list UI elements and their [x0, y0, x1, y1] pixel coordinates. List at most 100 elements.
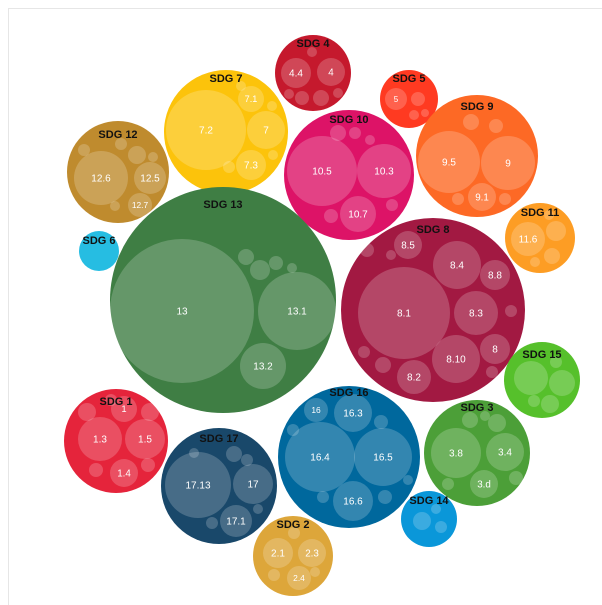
sdg-6-bubble[interactable] — [79, 231, 119, 271]
sdg-10-target-7-bubble[interactable] — [386, 199, 398, 211]
target-12-5-bubble[interactable] — [134, 162, 166, 194]
sdg-10-target-3-bubble[interactable] — [330, 125, 346, 141]
sdg-5-target-2-bubble[interactable] — [409, 110, 419, 120]
sdg-15-target-0-bubble[interactable] — [514, 361, 548, 395]
target-8-2-bubble[interactable] — [397, 360, 431, 394]
sdg-16-target-5-bubble[interactable] — [374, 415, 388, 429]
target-4-bubble[interactable] — [317, 58, 345, 86]
target-16-6-bubble[interactable] — [333, 481, 373, 521]
sdg-7-group[interactable]: 7.2 7.1 7 7.3 SDG 7 — [164, 70, 288, 194]
sdg-17-target-5-bubble[interactable] — [206, 517, 218, 529]
sdg-2-target-3-bubble[interactable] — [268, 569, 280, 581]
target-5-bubble[interactable] — [385, 88, 407, 110]
sdg-1-bubble[interactable] — [64, 389, 168, 493]
sdg-3-group[interactable]: 3.8 3.4 3.d SDG 3 — [424, 400, 530, 506]
sdg-16-target-7-bubble[interactable] — [287, 424, 299, 436]
sdg-4-target-3-bubble[interactable] — [295, 91, 309, 105]
sdg-13-target-4-bubble[interactable] — [238, 249, 254, 265]
sdg-9-target-6-bubble[interactable] — [499, 193, 511, 205]
target-13-bubble[interactable] — [110, 239, 254, 383]
sdg-7-target-4-bubble[interactable] — [223, 161, 235, 173]
sdg-3-target-4-bubble[interactable] — [488, 414, 506, 432]
sdg-13-target-3-bubble[interactable] — [250, 260, 270, 280]
sdg-11-target-1-bubble[interactable] — [546, 221, 566, 241]
sdg-5-bubble[interactable] — [380, 70, 438, 128]
sdg-5-target-1-bubble[interactable] — [411, 92, 425, 106]
sdg-12-target-7-bubble[interactable] — [78, 144, 90, 156]
sdg-7-target-7-bubble[interactable] — [268, 150, 278, 160]
sdg-16-target-6-bubble[interactable] — [378, 490, 392, 504]
sdg-4-group[interactable]: 4.4 4 SDG 4 — [275, 35, 351, 111]
sdg-1-target-5-bubble[interactable] — [141, 403, 159, 421]
sdg-1-group[interactable]: 1 1.3 1.5 1.4 SDG 1 — [64, 389, 168, 493]
target-10-3-bubble[interactable] — [357, 144, 411, 198]
sdg-11-target-2-bubble[interactable] — [544, 248, 560, 264]
sdg-9-bubble[interactable] — [416, 95, 538, 217]
target-16-bubble[interactable] — [304, 398, 328, 422]
sdg-8-group[interactable]: 8.1 8.5 8.4 8.8 8.3 8.10 8 8.2 SDG 8 — [341, 218, 525, 402]
sdg-11-group[interactable]: 11.6 SDG 11 — [505, 203, 575, 273]
target-12-6-bubble[interactable] — [74, 151, 128, 205]
sdg-13-bubble[interactable] — [110, 187, 336, 413]
target-7-3-bubble[interactable] — [236, 150, 266, 180]
sdg-4-target-6-bubble[interactable] — [307, 47, 317, 57]
target-3-8-bubble[interactable] — [431, 428, 481, 478]
target-9-1-bubble[interactable] — [468, 183, 496, 211]
sdg-8-target-12-bubble[interactable] — [386, 250, 396, 260]
sdg-15-group[interactable]: SDG 15 — [504, 342, 580, 418]
sdg-16-target-8-bubble[interactable] — [317, 491, 329, 503]
target-10-7-bubble[interactable] — [340, 196, 376, 232]
sdg-12-target-5-bubble[interactable] — [148, 152, 158, 162]
sdg-10-group[interactable]: 10.5 10.3 10.7 SDG 10 — [284, 110, 414, 240]
sdg-6-group[interactable]: SDG 6 — [79, 231, 119, 271]
sdg-12-group[interactable]: 12.6 12.5 12.7 SDG 12 — [67, 121, 169, 223]
sdg-15-target-2-bubble[interactable] — [541, 395, 559, 413]
sdg-8-target-8-bubble[interactable] — [360, 243, 374, 257]
sdg-16-group[interactable]: 16.4 16.5 16.3 16 16.6 SDG 16 — [278, 386, 420, 528]
sdg-8-target-11-bubble[interactable] — [486, 366, 498, 378]
sdg-14-target-2-bubble[interactable] — [431, 504, 441, 514]
target-8-5-bubble[interactable] — [394, 231, 422, 259]
sdg-1-target-4-bubble[interactable] — [78, 403, 96, 421]
target-13-1-bubble[interactable] — [258, 272, 336, 350]
target-16-3-bubble[interactable] — [334, 394, 372, 432]
target-2-1-bubble[interactable] — [263, 538, 293, 568]
sdg-16-bubble[interactable] — [278, 386, 420, 528]
sdg-12-bubble[interactable] — [67, 121, 169, 223]
target-1-5-bubble[interactable] — [125, 419, 165, 459]
sdg-11-bubble[interactable] — [505, 203, 575, 273]
sdg-7-target-6-bubble[interactable] — [236, 81, 246, 91]
target-1-bubble[interactable] — [111, 396, 137, 422]
target-8-bubble[interactable] — [480, 334, 510, 364]
sdg-11-target-4-bubble[interactable] — [544, 210, 554, 220]
sdg-15-target-1-bubble[interactable] — [549, 370, 575, 396]
sdg-4-target-5-bubble[interactable] — [284, 89, 294, 99]
sdg-13-target-6-bubble[interactable] — [287, 263, 297, 273]
target-16-5-bubble[interactable] — [354, 428, 412, 486]
sdg-10-target-5-bubble[interactable] — [365, 135, 375, 145]
sdg-12-target-4-bubble[interactable] — [115, 138, 127, 150]
sdg-12-target-3-bubble[interactable] — [128, 146, 146, 164]
sdg-13-target-5-bubble[interactable] — [269, 256, 283, 270]
target-8-1-bubble[interactable] — [358, 267, 450, 359]
target-2-4-bubble[interactable] — [287, 566, 311, 590]
sdg-8-target-13-bubble[interactable] — [505, 305, 517, 317]
sdg-5-target-3-bubble[interactable] — [421, 109, 429, 117]
sdg-2-target-5-bubble[interactable] — [310, 567, 320, 577]
sdg-1-target-7-bubble[interactable] — [141, 458, 155, 472]
sdg-2-bubble[interactable] — [253, 516, 333, 596]
sdg-17-bubble[interactable] — [161, 428, 277, 544]
sdg-17-target-7-bubble[interactable] — [253, 504, 263, 514]
sdg-14-group[interactable]: SDG 14 — [401, 491, 457, 547]
sdg-4-target-4-bubble[interactable] — [333, 88, 343, 98]
target-4-4-bubble[interactable] — [281, 58, 311, 88]
sdg-2-target-4-bubble[interactable] — [288, 527, 300, 539]
target-9-5-bubble[interactable] — [418, 131, 480, 193]
target-9-bubble[interactable] — [481, 136, 535, 190]
sdg-3-bubble[interactable] — [424, 400, 530, 506]
sdg-3-target-7-bubble[interactable] — [480, 411, 490, 421]
sdg-4-bubble[interactable] — [275, 35, 351, 111]
sdg-16-target-9-bubble[interactable] — [403, 475, 413, 485]
sdg-8-target-9-bubble[interactable] — [375, 357, 391, 373]
sdg-8-target-10-bubble[interactable] — [358, 346, 370, 358]
